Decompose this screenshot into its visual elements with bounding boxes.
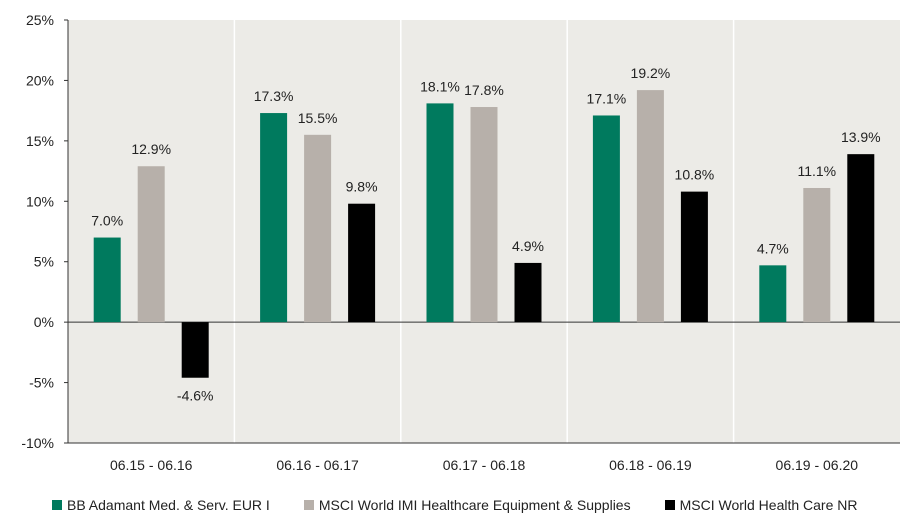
bar-series-3 xyxy=(181,322,209,378)
bar-series-2 xyxy=(636,90,664,323)
x-tick-label: 06.19 - 06.20 xyxy=(776,457,859,473)
bar-series-1 xyxy=(592,115,620,323)
bar-series-2 xyxy=(470,107,498,323)
bar-series-2 xyxy=(304,134,332,323)
legend-item-series-3: MSCI World Health Care NR xyxy=(664,497,858,513)
y-tick-label: 15% xyxy=(26,133,54,149)
data-label: 4.7% xyxy=(757,240,789,256)
data-label: 17.8% xyxy=(464,82,504,98)
data-label: 10.8% xyxy=(675,167,715,183)
legend-label-series-3: MSCI World Health Care NR xyxy=(679,497,858,513)
bar-series-3 xyxy=(348,203,376,323)
bar-series-1 xyxy=(759,265,787,323)
data-label: 7.0% xyxy=(91,213,123,229)
legend-swatch-series-3 xyxy=(664,500,675,510)
data-label: -4.6% xyxy=(177,388,214,404)
y-tick-label: -5% xyxy=(29,375,54,391)
bar-series-2 xyxy=(803,187,831,323)
legend-swatch-series-2 xyxy=(303,500,314,510)
bar-series-1 xyxy=(260,113,288,323)
bar-series-3 xyxy=(514,262,542,323)
legend-swatch-series-1 xyxy=(52,500,62,510)
x-tick-label: 06.16 - 06.17 xyxy=(276,457,359,473)
bar-series-3 xyxy=(680,191,708,323)
data-label: 19.2% xyxy=(631,65,671,81)
legend-label-series-1: BB Adamant Med. & Serv. EUR I xyxy=(67,497,270,513)
bar-series-3 xyxy=(847,154,875,323)
data-label: 17.3% xyxy=(254,88,294,104)
legend-item-series-1: BB Adamant Med. & Serv. EUR I xyxy=(52,497,270,513)
data-label: 15.5% xyxy=(298,110,338,126)
y-tick-label: 0% xyxy=(34,314,54,330)
legend-label-series-2: MSCI World IMI Healthcare Equipment & Su… xyxy=(318,497,631,513)
data-label: 17.1% xyxy=(587,90,627,106)
legend-item-series-2: MSCI World IMI Healthcare Equipment & Su… xyxy=(303,497,631,513)
bar-series-1 xyxy=(93,237,121,323)
bar-series-2 xyxy=(137,166,165,323)
y-tick-label: 20% xyxy=(26,72,54,88)
data-label: 9.8% xyxy=(346,179,378,195)
x-tick-label: 06.17 - 06.18 xyxy=(443,457,526,473)
data-label: 12.9% xyxy=(131,141,171,157)
data-label: 13.9% xyxy=(841,129,881,145)
x-tick-label: 06.18 - 06.19 xyxy=(609,457,692,473)
data-label: 4.9% xyxy=(512,238,544,254)
chart-legend: BB Adamant Med. & Serv. EUR I MSCI World… xyxy=(52,497,858,513)
y-tick-label: 5% xyxy=(34,254,54,270)
data-label: 11.1% xyxy=(797,163,836,179)
bar-series-1 xyxy=(426,103,454,323)
y-tick-label: 10% xyxy=(26,193,54,209)
data-label: 18.1% xyxy=(420,78,460,94)
y-tick-label: -10% xyxy=(21,435,54,451)
x-tick-label: 06.15 - 06.16 xyxy=(110,457,193,473)
y-tick-label: 25% xyxy=(26,12,54,28)
